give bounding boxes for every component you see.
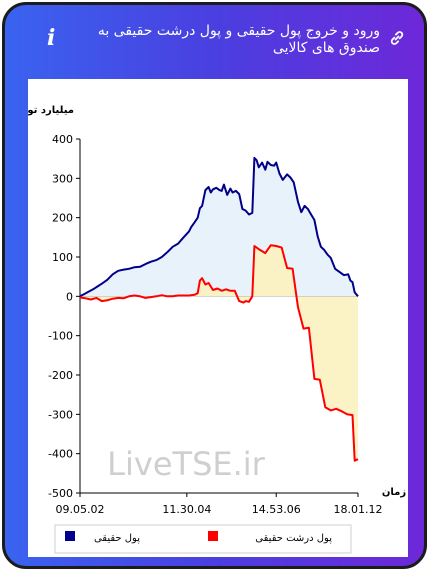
y-tick-label: 300: [52, 172, 73, 185]
x-tick-label: 14.53.06: [252, 503, 301, 516]
chart-card: i ورود و خروج پول حقیقی و پول درشت حقیقی…: [2, 2, 427, 569]
legend: پول حقیقی پول درشت حقیقی: [54, 524, 352, 554]
x-axis-label: زمان: [382, 487, 406, 498]
legend-swatch-real: [65, 531, 75, 541]
line-chart: -500 -400 -300 -200 -100 0 100 200 300 400 09.05.0…: [9, 105, 406, 554]
info-icon[interactable]: i: [47, 25, 56, 51]
y-tick-label: 200: [52, 212, 73, 225]
y-tick-label: 400: [52, 133, 73, 146]
x-tick-label: 18.01.12: [334, 503, 383, 516]
y-tick-label: -400: [48, 448, 73, 461]
y-tick-label: -500: [48, 487, 73, 500]
link-icon[interactable]: [388, 29, 406, 47]
x-tick-label: 09.05.02: [56, 503, 105, 516]
legend-label-real: پول حقیقی: [94, 533, 140, 544]
y-tick-label: -200: [48, 369, 73, 382]
legend-swatch-big-real: [208, 531, 218, 541]
series-line-big-real: [79, 244, 359, 462]
y-tick-label: -300: [48, 408, 73, 421]
chart-title: ورود و خروج پول حقیقی و پول درشت حقیقی ب…: [97, 23, 380, 56]
x-tick-label: 11.30.04: [162, 503, 211, 516]
y-axis-label: میلیارد تومان: [28, 105, 74, 116]
series-area-real: [80, 157, 358, 297]
series-line-real: [79, 156, 359, 298]
y-tick-label: 100: [52, 251, 73, 264]
legend-label-big-real: پول درشت حقیقی: [255, 533, 332, 544]
watermark: LiveTSE.ir: [107, 445, 265, 483]
y-tick-label: 0: [66, 290, 73, 303]
y-tick-label: -100: [48, 330, 73, 343]
chart-panel: -500 -400 -300 -200 -100 0 100 200 300 400 09.05.0…: [9, 79, 408, 557]
card-header: i ورود و خروج پول حقیقی و پول درشت حقیقی…: [5, 5, 424, 75]
